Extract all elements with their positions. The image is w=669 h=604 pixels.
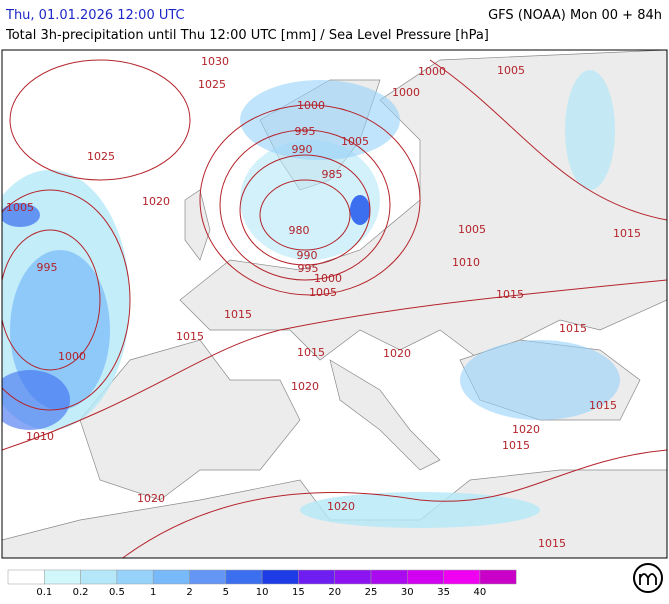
legend-swatch xyxy=(298,569,335,585)
isobar-label: 1010 xyxy=(26,430,54,443)
legend-swatch xyxy=(189,569,227,585)
precipitation xyxy=(2,70,620,528)
legend-label: 0.1 xyxy=(36,587,52,598)
legend: 0.1 0.2 0.5 1 2 5 10 15 20 25 30 35 40 xyxy=(7,569,517,598)
legend-label: 15 xyxy=(292,587,305,598)
map-frame xyxy=(1,49,668,559)
isobar-label: 1005 xyxy=(458,223,486,236)
legend-swatch xyxy=(116,569,154,585)
isobar-label: 1015 xyxy=(176,330,204,343)
isobar-label: 995 xyxy=(295,125,316,138)
isobar-label: 990 xyxy=(292,143,313,156)
isobar-label: 1010 xyxy=(452,256,480,269)
isobar-label: 980 xyxy=(289,224,310,237)
datetime: Thu, 01.01.2026 12:00 UTC xyxy=(5,8,185,23)
isobar-label: 985 xyxy=(322,168,343,181)
legend-swatch xyxy=(407,569,444,585)
isobar-label: 1015 xyxy=(559,322,587,335)
logo xyxy=(633,563,663,593)
legend-swatch xyxy=(334,569,372,585)
isobar-label: 1025 xyxy=(198,78,226,91)
legend-swatch xyxy=(261,569,299,585)
legend-swatch xyxy=(80,569,118,585)
logo-mark xyxy=(639,573,657,585)
isobar-label: 1025 xyxy=(87,150,115,163)
isobar-label: 1005 xyxy=(6,201,34,214)
isobars xyxy=(2,59,667,558)
isobar-label: 1020 xyxy=(137,492,165,505)
model-run: GFS (NOAA) Mon 00 + 84h xyxy=(488,8,662,23)
isobar-label: 1005 xyxy=(341,135,369,148)
legend-label: 40 xyxy=(474,587,487,598)
legend-swatch xyxy=(44,569,81,585)
isobar-label: 1020 xyxy=(512,423,540,436)
isobar-label: 1005 xyxy=(309,286,337,299)
legend-label: 5 xyxy=(223,587,229,598)
legend-swatch xyxy=(7,569,45,585)
legend-label: 1 xyxy=(150,587,156,598)
legend-label: 0.5 xyxy=(109,587,125,598)
legend-label: 35 xyxy=(437,587,450,598)
isobar-label: 1000 xyxy=(418,65,446,78)
subtitle: Total 3h-precipitation until Thu 12:00 U… xyxy=(5,28,489,43)
isobar-label: 1000 xyxy=(392,86,420,99)
isobar-label: 1015 xyxy=(589,399,617,412)
isobar-label: 1020 xyxy=(383,347,411,360)
legend-swatch xyxy=(370,569,408,585)
legend-label: 30 xyxy=(401,587,414,598)
isobar-label: 995 xyxy=(37,261,58,274)
isobar-label: 1020 xyxy=(291,380,319,393)
isobar-label: 1015 xyxy=(224,308,252,321)
isobar-label: 1030 xyxy=(201,55,229,68)
isobar-label: 1015 xyxy=(297,346,325,359)
legend-label: 2 xyxy=(186,587,192,598)
legend-swatch xyxy=(152,569,190,585)
isobar-label: 1015 xyxy=(538,537,566,550)
legend-label: 10 xyxy=(256,587,269,598)
isobar-label: 1020 xyxy=(142,195,170,208)
isobar-label: 1015 xyxy=(502,439,530,452)
isobar-label: 1000 xyxy=(58,350,86,363)
legend-swatch xyxy=(225,569,263,585)
isobar-label: 1015 xyxy=(613,227,641,240)
legend-label: 20 xyxy=(328,587,341,598)
legend-label: 25 xyxy=(365,587,378,598)
isobar-label: 1000 xyxy=(314,272,342,285)
isobar-label: 1020 xyxy=(327,500,355,513)
isobar-label: 990 xyxy=(297,249,318,262)
legend-label: 0.2 xyxy=(73,587,89,598)
isobar-label: 995 xyxy=(298,262,319,275)
isobar-label: 1015 xyxy=(496,288,524,301)
legend-swatch xyxy=(443,569,481,585)
isobar-label: 1005 xyxy=(497,64,525,77)
legend-swatch xyxy=(479,569,517,585)
isobar-label: 1000 xyxy=(297,99,325,112)
